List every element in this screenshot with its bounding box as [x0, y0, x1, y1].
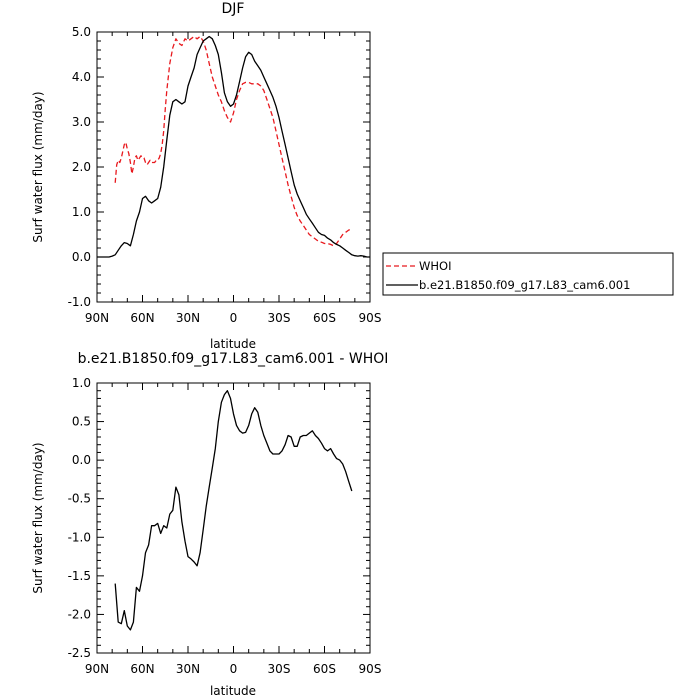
bottom-series-line-0 — [114, 390, 353, 631]
bottom-xtick-label: 30N — [176, 662, 200, 676]
top-ytick-label: -1.0 — [68, 295, 91, 309]
bottom-ytick-label: 0.0 — [72, 453, 91, 467]
bottom-ytick-label: -1.5 — [68, 569, 91, 583]
top-xtick-label: 30N — [176, 311, 200, 325]
top-xtick-label: 90N — [85, 311, 109, 325]
top-xtick-label: 90S — [359, 311, 382, 325]
top-panel-ylabel: Surf water flux (mm/day) — [31, 91, 45, 242]
top-panel: DJF 90N 60N 30N 0 30S 60S 90S -1.0 0.0 1.0 2.0 3.0 4… — [31, 1, 381, 351]
legend-label-model: b.e21.B1850.f09_g17.L83_cam6.001 — [419, 278, 630, 292]
legend-box — [382, 252, 674, 296]
bottom-xtick-label: 60S — [313, 662, 336, 676]
top-panel-xlabel: latitude — [210, 337, 256, 351]
bottom-xtick-label: 60N — [130, 662, 154, 676]
top-ytick-label: 3.0 — [72, 115, 91, 129]
top-plot-frame — [96, 31, 371, 303]
bottom-panel-ylabel: Surf water flux (mm/day) — [31, 442, 45, 593]
bottom-xtick-label: 90S — [359, 662, 382, 676]
top-ytick-label: 0.0 — [72, 250, 91, 264]
bottom-ytick-label: -2.0 — [68, 607, 91, 621]
legend-label-whoi: WHOI — [419, 259, 451, 273]
bottom-ytick-label: -1.0 — [68, 530, 91, 544]
top-series-line-1 — [97, 35, 370, 258]
bottom-ytick-label: 1.0 — [72, 376, 91, 390]
bottom-ytick-label: -2.5 — [68, 646, 91, 660]
top-xtick-label: 0 — [230, 311, 238, 325]
bottom-xtick-label: 90N — [85, 662, 109, 676]
bottom-xtick-label: 0 — [230, 662, 238, 676]
bottom-panel-title: b.e21.B1850.f09_g17.L83_cam6.001 - WHOI — [78, 351, 389, 367]
legend: WHOI b.e21.B1850.f09_g17.L83_cam6.001 — [382, 252, 674, 296]
top-ytick-label: 5.0 — [72, 25, 91, 39]
bottom-panel-xlabel: latitude — [210, 684, 256, 698]
top-ytick-label: 4.0 — [72, 70, 91, 84]
bottom-ytick-label: 0.5 — [72, 415, 91, 429]
top-ytick-label: 1.0 — [72, 205, 91, 219]
bottom-panel: b.e21.B1850.f09_g17.L83_cam6.001 - WHOI … — [31, 351, 388, 698]
bottom-plot-frame — [96, 382, 371, 654]
top-xtick-label: 60N — [130, 311, 154, 325]
top-xtick-label: 60S — [313, 311, 336, 325]
top-series-line-0 — [114, 35, 352, 247]
bottom-ytick-label: -0.5 — [68, 492, 91, 506]
top-xtick-label: 30S — [268, 311, 291, 325]
top-ytick-label: 2.0 — [72, 160, 91, 174]
bottom-xtick-label: 30S — [268, 662, 291, 676]
top-panel-title: DJF — [222, 1, 245, 17]
